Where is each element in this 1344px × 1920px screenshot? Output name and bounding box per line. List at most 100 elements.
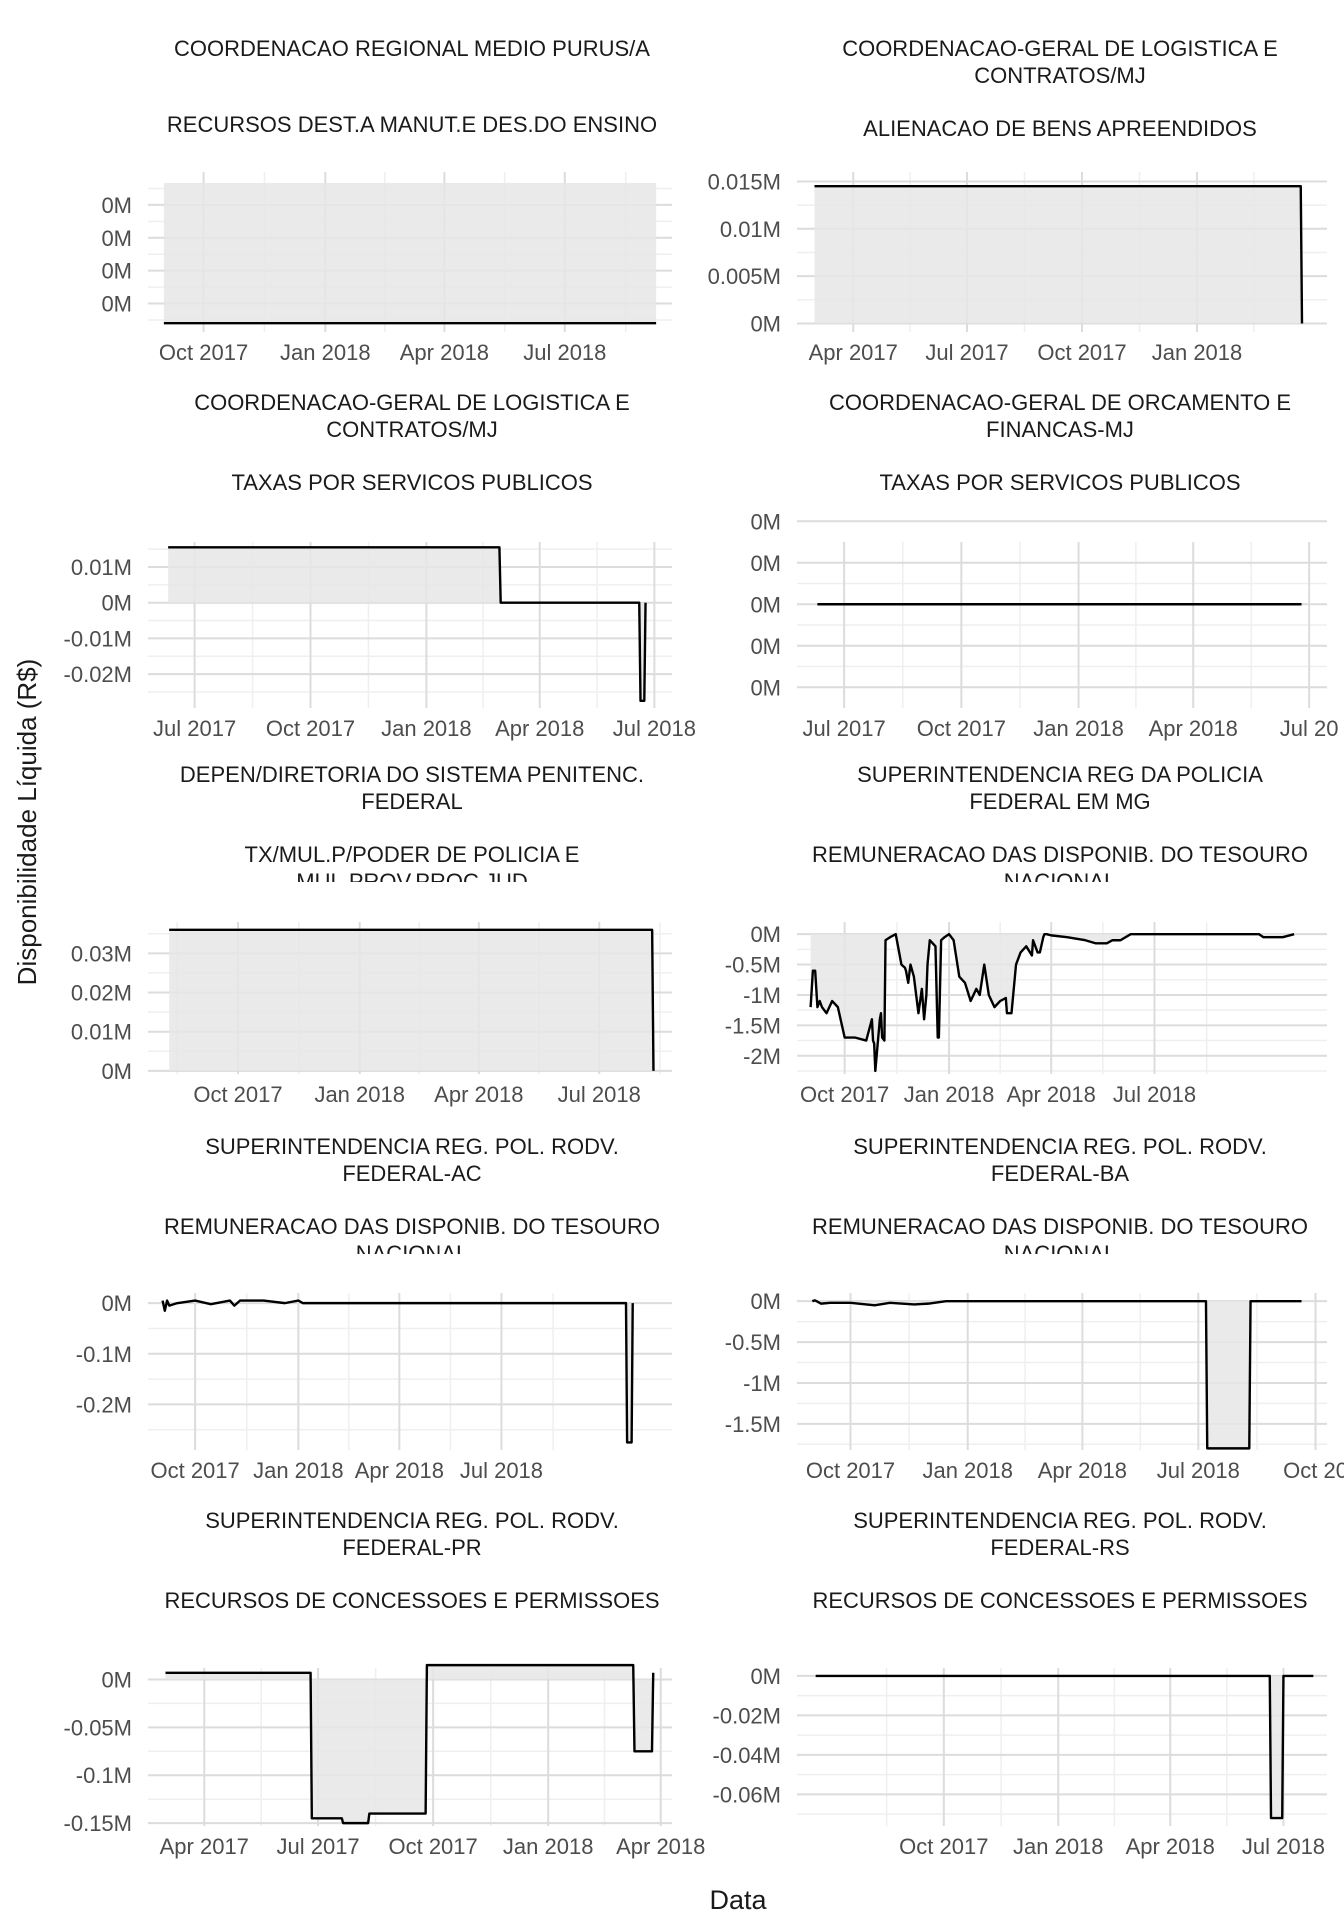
x-tick-label: Oct 2017 (917, 716, 1006, 741)
x-tick-label: Apr 2018 (400, 340, 489, 365)
series-area (815, 1675, 1314, 1819)
y-tick-label: -0.2M (76, 1392, 132, 1417)
y-tick-label: 0.015M (708, 169, 781, 194)
panel-title-2: REMUNERACAO DAS DISPONIB. DO TESOURO NACI… (164, 1214, 660, 1266)
y-tick-label: 0M (101, 259, 132, 284)
panel-titles: SUPERINTENDENCIA REG DA POLICIA FEDERAL E… (812, 762, 1308, 882)
x-tick-label: Oct 2017 (800, 1082, 889, 1107)
x-tick-label: Jul 2018 (613, 716, 696, 741)
x-tick-label: Jul 20 (1280, 716, 1339, 741)
panel-title-1: COORDENACAO-GERAL DE ORCAMENTO E FINANCAS… (829, 390, 1291, 442)
x-tick-label: Jul 2018 (523, 340, 606, 365)
chart-panel-8: SUPERINTENDENCIA REG. POL. RODV. FEDERAL-… (725, 1134, 1344, 1483)
x-tick-label: Apr 2018 (1149, 716, 1238, 741)
series-line (814, 185, 1304, 324)
x-tick-label: Oct 2017 (388, 1834, 477, 1859)
chart-panel-6: SUPERINTENDENCIA REG DA POLICIA FEDERAL E… (725, 762, 1327, 1107)
y-tick-label: -2M (743, 1044, 781, 1069)
x-tick-label: Jul 2017 (925, 340, 1008, 365)
x-tick-label: Jan 2018 (503, 1834, 594, 1859)
chart-panel-5: DEPEN/DIRETORIA DO SISTEMA PENITENC. FEDE… (71, 762, 672, 1107)
panel-title-1: SUPERINTENDENCIA REG. POL. RODV. FEDERAL-… (205, 1134, 619, 1186)
series-line (168, 546, 647, 703)
series-line (161, 1299, 634, 1444)
x-tick-label: Jul 2018 (1113, 1082, 1196, 1107)
y-tick-label: -0.1M (76, 1342, 132, 1367)
panel-titles: COORDENACAO REGIONAL MEDIO PURUS/A RECURS… (167, 36, 657, 137)
y-tick-label: -0.02M (713, 1703, 781, 1728)
x-tick-label: Jan 2018 (253, 1458, 344, 1483)
x-tick-label: Oct 2017 (899, 1834, 988, 1859)
series-line (169, 928, 655, 1071)
chart-panel-2: COORDENACAO-GERAL DE LOGISTICA E CONTRATO… (708, 36, 1327, 365)
y-tick-label: -0.1M (76, 1763, 132, 1788)
chart-panel-10: SUPERINTENDENCIA REG. POL. RODV. FEDERAL-… (713, 1508, 1327, 1859)
y-tick-label: -0.05M (64, 1715, 132, 1740)
y-tick-label: 0M (101, 292, 132, 317)
y-axis-label: Disponibilidade Líquida (R$) (12, 659, 42, 986)
x-tick-label: Oct 2017 (1037, 340, 1126, 365)
x-tick-label: Jul 2017 (276, 1834, 359, 1859)
series-area (168, 547, 646, 701)
panel-titles: COORDENACAO-GERAL DE LOGISTICA E CONTRATO… (194, 390, 630, 495)
chart-panel-4: COORDENACAO-GERAL DE ORCAMENTO E FINANCAS… (750, 390, 1338, 741)
x-tick-label: Jul 2017 (153, 716, 236, 741)
y-tick-label: -0.5M (725, 1330, 781, 1355)
panel-title-1: SUPERINTENDENCIA REG DA POLICIA FEDERAL E… (857, 762, 1263, 814)
y-tick-label: 0.01M (71, 555, 132, 580)
y-tick-label: 0M (750, 311, 781, 336)
x-tick-label: Apr 2018 (616, 1834, 705, 1859)
series-area (162, 1300, 633, 1443)
y-tick-label: -0.5M (725, 953, 781, 978)
x-tick-label: Jul 2018 (558, 1082, 641, 1107)
x-tick-label: Apr 2018 (434, 1082, 523, 1107)
x-tick-label: Oct 20 (1283, 1458, 1344, 1483)
x-tick-label: Jul 2018 (1157, 1458, 1240, 1483)
y-tick-label: 0.01M (720, 217, 781, 242)
y-tick-label: -1.5M (725, 1412, 781, 1437)
y-tick-label: 0M (101, 591, 132, 616)
panel-title-2: RECURSOS DE CONCESSOES E PERMISSOES (812, 1588, 1307, 1613)
x-tick-label: Jan 2018 (1013, 1834, 1104, 1859)
series-area (814, 186, 1302, 324)
x-tick-label: Apr 2018 (1038, 1458, 1127, 1483)
x-tick-label: Apr 2017 (160, 1834, 249, 1859)
chart-panel-1: COORDENACAO REGIONAL MEDIO PURUS/A RECURS… (101, 36, 672, 365)
x-tick-label: Apr 2018 (1126, 1834, 1215, 1859)
x-tick-label: Jan 2018 (314, 1082, 405, 1107)
chart-panels: COORDENACAO REGIONAL MEDIO PURUS/A RECURS… (64, 36, 1344, 1859)
y-tick-label: 0M (101, 1059, 132, 1084)
chart-panel-3: COORDENACAO-GERAL DE LOGISTICA E CONTRATO… (64, 390, 696, 741)
y-tick-label: 0M (101, 1291, 132, 1316)
y-tick-label: -1M (743, 1371, 781, 1396)
y-tick-label: -0.04M (713, 1743, 781, 1768)
y-tick-label: -1M (743, 983, 781, 1008)
panel-title-1: DEPEN/DIRETORIA DO SISTEMA PENITENC. FEDE… (180, 762, 644, 814)
panel-titles: SUPERINTENDENCIA REG. POL. RODV. FEDERAL-… (164, 1508, 659, 1613)
panel-title-2: RECURSOS DEST.A MANUT.E DES.DO ENSINO (167, 112, 657, 137)
x-tick-label: Oct 2017 (266, 716, 355, 741)
x-tick-label: Oct 2017 (193, 1082, 282, 1107)
y-tick-label: 0M (101, 226, 132, 251)
panel-title-1: COORDENACAO REGIONAL MEDIO PURUS/A (174, 36, 650, 61)
x-tick-label: Jan 2018 (280, 340, 371, 365)
panel-title-1: COORDENACAO-GERAL DE LOGISTICA E CONTRATO… (842, 36, 1278, 88)
x-tick-label: Jan 2018 (1152, 340, 1243, 365)
y-tick-label: 0M (750, 592, 781, 617)
x-tick-label: Oct 2017 (806, 1458, 895, 1483)
y-tick-label: 0M (750, 922, 781, 947)
panel-title-2: ALIENACAO DE BENS APREENDIDOS (863, 116, 1257, 141)
y-tick-label: 0.03M (71, 941, 132, 966)
series-area (165, 1665, 654, 1824)
series-area (163, 182, 657, 324)
y-tick-label: 0M (750, 675, 781, 700)
chart-panel-9: SUPERINTENDENCIA REG. POL. RODV. FEDERAL-… (64, 1508, 706, 1859)
panel-title-2: REMUNERACAO DAS DISPONIB. DO TESOURO NACI… (812, 1214, 1308, 1266)
panel-title-2: TX/MUL.P/PODER DE POLICIA E MUL.PROV.PROC… (245, 842, 580, 894)
series-line (815, 1674, 1314, 1820)
y-tick-label: 0.02M (71, 981, 132, 1006)
panel-titles: SUPERINTENDENCIA REG. POL. RODV. FEDERAL-… (812, 1134, 1308, 1266)
y-tick-label: 0M (750, 509, 781, 534)
series-line (811, 1299, 1302, 1450)
x-tick-label: Apr 2018 (1007, 1082, 1096, 1107)
